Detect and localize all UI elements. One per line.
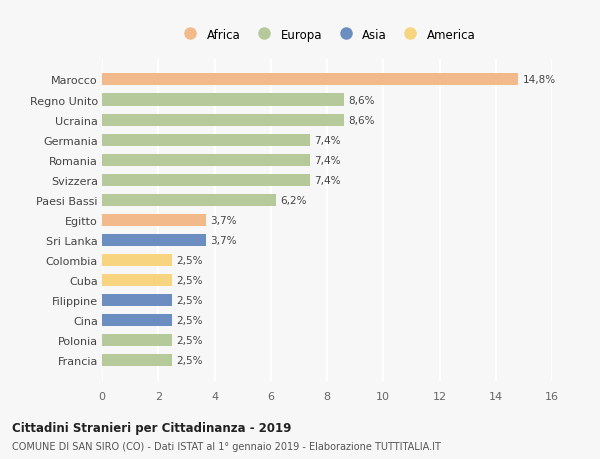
Bar: [102, 194, 277, 206]
Bar: [102, 294, 172, 306]
Text: 2,5%: 2,5%: [176, 355, 203, 365]
Bar: [102, 154, 310, 166]
Text: Cittadini Stranieri per Cittadinanza - 2019: Cittadini Stranieri per Cittadinanza - 2…: [12, 421, 292, 434]
Bar: [102, 74, 518, 86]
Text: 2,5%: 2,5%: [176, 315, 203, 325]
Text: 14,8%: 14,8%: [523, 75, 556, 85]
Text: 2,5%: 2,5%: [176, 295, 203, 305]
Bar: [102, 314, 172, 326]
Bar: [102, 334, 172, 347]
Text: 2,5%: 2,5%: [176, 255, 203, 265]
Text: 2,5%: 2,5%: [176, 275, 203, 285]
Bar: [102, 174, 310, 186]
Text: COMUNE DI SAN SIRO (CO) - Dati ISTAT al 1° gennaio 2019 - Elaborazione TUTTITALI: COMUNE DI SAN SIRO (CO) - Dati ISTAT al …: [12, 441, 441, 451]
Text: 7,4%: 7,4%: [314, 175, 341, 185]
Text: 3,7%: 3,7%: [210, 235, 237, 245]
Text: 2,5%: 2,5%: [176, 336, 203, 345]
Legend: Africa, Europa, Asia, America: Africa, Europa, Asia, America: [173, 24, 481, 46]
Text: 7,4%: 7,4%: [314, 155, 341, 165]
Bar: [102, 235, 206, 246]
Bar: [102, 254, 172, 266]
Bar: [102, 214, 206, 226]
Bar: [102, 114, 344, 126]
Bar: [102, 274, 172, 286]
Text: 3,7%: 3,7%: [210, 215, 237, 225]
Bar: [102, 94, 344, 106]
Bar: [102, 134, 310, 146]
Bar: [102, 354, 172, 366]
Text: 7,4%: 7,4%: [314, 135, 341, 146]
Text: 8,6%: 8,6%: [348, 115, 374, 125]
Text: 8,6%: 8,6%: [348, 95, 374, 105]
Text: 6,2%: 6,2%: [281, 196, 307, 205]
